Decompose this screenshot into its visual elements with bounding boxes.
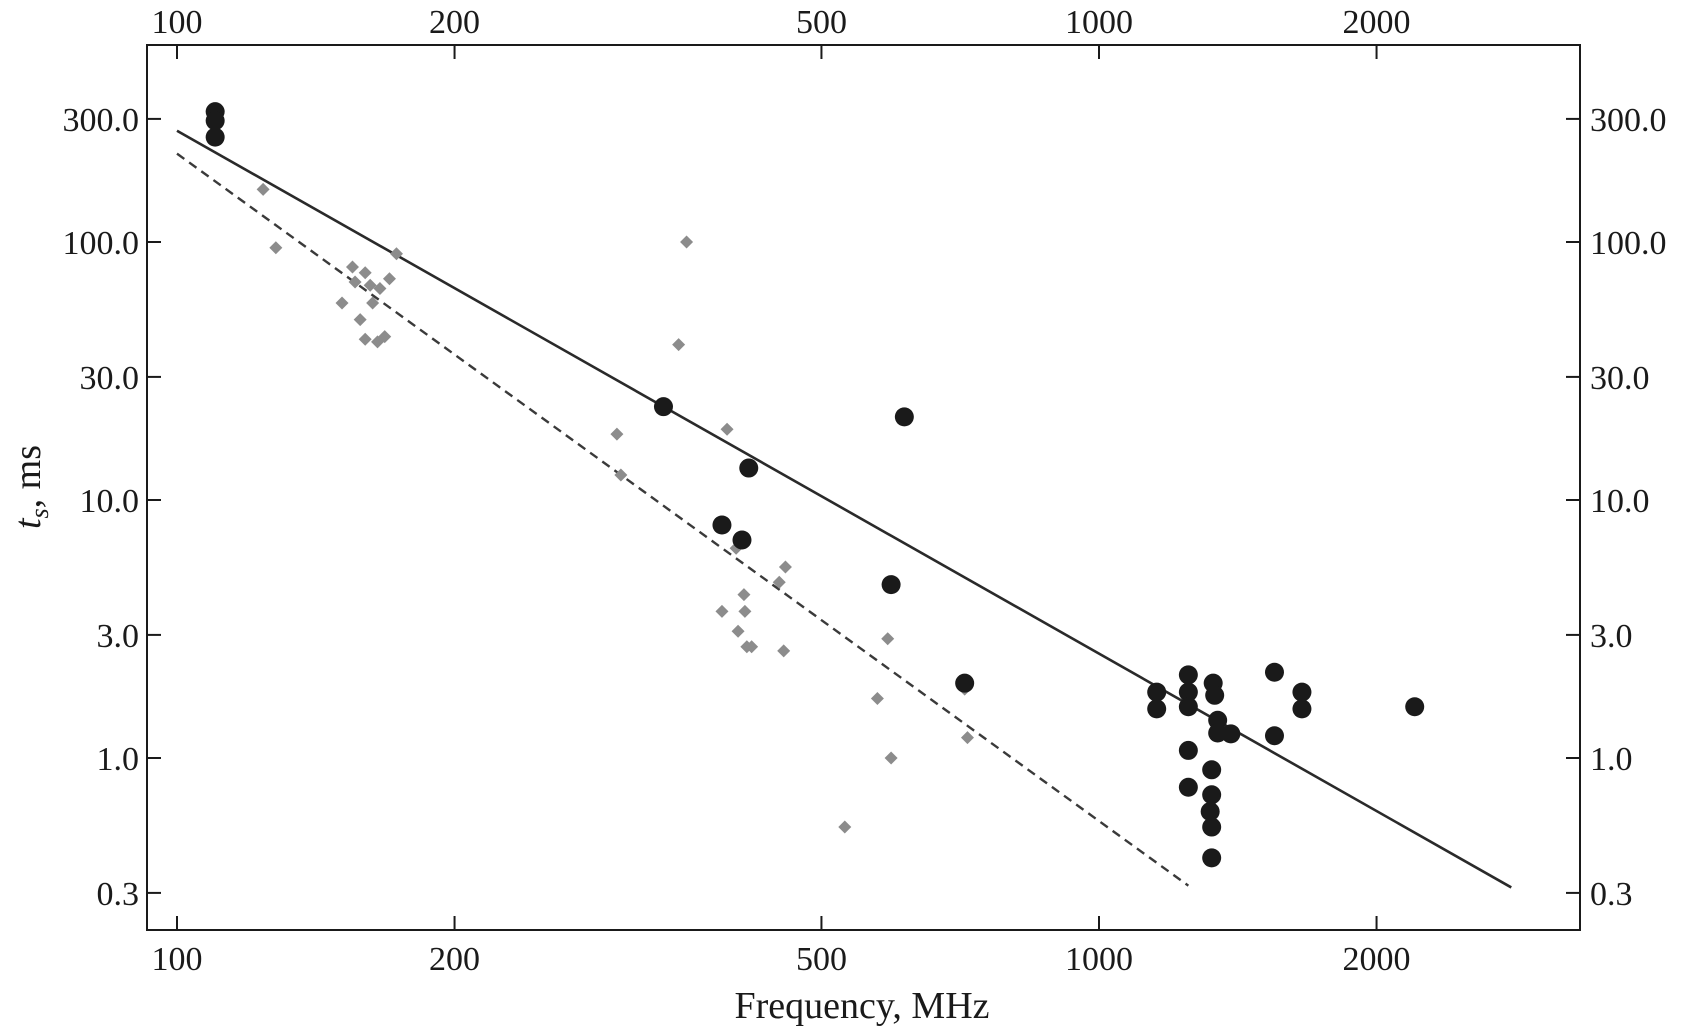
data-point-circle	[205, 111, 225, 131]
data-point-circle	[1147, 699, 1167, 719]
data-point-circle	[1178, 740, 1198, 760]
plot-frame	[146, 44, 1581, 931]
data-point-circle	[1200, 802, 1220, 822]
y-tick-label-right: 0.3	[1590, 876, 1633, 913]
data-point-circle	[1221, 724, 1241, 744]
x-tick-label-bottom: 1000	[1065, 941, 1133, 978]
data-point-circle	[1264, 726, 1284, 746]
data-point-diamond	[389, 247, 403, 261]
data-point-diamond	[720, 422, 734, 436]
axis-ticks: 100 100 200 200 500 500 1000 1000 2000 2000 0.3 0.3…	[63, 4, 1667, 978]
y-tick-label-left: 10.0	[80, 483, 140, 520]
data-point-diamond	[960, 731, 974, 745]
data-point-diamond	[358, 266, 372, 280]
data-point-circle	[1178, 682, 1198, 702]
y-axis-label-sub: s	[25, 508, 54, 518]
data-point-circle	[653, 397, 673, 417]
data-point-diamond	[363, 278, 377, 292]
data-point-diamond	[256, 182, 270, 196]
data-point-circle	[1202, 817, 1222, 837]
data-point-diamond	[358, 332, 372, 346]
x-tick-label-bottom: 500	[796, 941, 847, 978]
y-tick-label-left: 100.0	[63, 225, 140, 262]
data-point-diamond	[366, 296, 380, 310]
y-tick-label-left: 30.0	[80, 360, 140, 397]
data-point-circle	[1205, 685, 1225, 705]
data-point-diamond	[870, 692, 884, 706]
x-tick-label-bottom: 200	[429, 941, 480, 978]
data-point-diamond	[680, 235, 694, 249]
x-tick-label-bottom: 100	[152, 941, 203, 978]
x-tick-label-top: 100	[152, 4, 203, 41]
data-point-diamond	[778, 560, 792, 574]
data-point-circle	[1202, 785, 1222, 805]
data-point-diamond	[745, 640, 759, 654]
y-tick-label-right: 30.0	[1590, 360, 1650, 397]
data-point-circle	[1292, 699, 1312, 719]
x-axis-label: Frequency, MHz	[734, 985, 989, 1027]
y-axis-label-main: t	[7, 517, 49, 529]
data-point-diamond	[772, 575, 786, 589]
data-point-circle	[894, 407, 914, 427]
data-point-diamond	[610, 427, 624, 441]
y-tick-label-right: 3.0	[1590, 618, 1633, 655]
data-point-circle	[955, 673, 975, 693]
y-tick-label-right: 300.0	[1590, 102, 1667, 139]
data-point-diamond	[881, 632, 895, 646]
data-point-circle	[712, 515, 732, 535]
y-axis-label: ts, ms	[7, 445, 54, 529]
data-point-circle	[1147, 682, 1167, 702]
data-point-diamond	[614, 468, 628, 482]
data-point-circle	[1264, 662, 1284, 682]
y-tick-label-right: 1.0	[1590, 741, 1633, 778]
data-point-circle	[205, 127, 225, 147]
y-axis-label-rest: , ms	[7, 445, 49, 508]
data-point-diamond	[884, 751, 898, 765]
x-tick-label-top: 1000	[1065, 4, 1133, 41]
data-point-diamond	[715, 604, 729, 618]
data-point-diamond	[838, 820, 852, 834]
fit-lines	[176, 129, 1512, 889]
data-point-diamond	[353, 313, 367, 327]
data-point-circle	[1292, 682, 1312, 702]
data-point-diamond	[378, 330, 392, 344]
series-circles	[205, 102, 1425, 868]
data-point-diamond	[672, 338, 686, 352]
data-point-circle	[1405, 697, 1425, 717]
data-point-diamond	[335, 296, 349, 310]
data-point-diamond	[269, 241, 283, 255]
data-point-circle	[1178, 665, 1198, 685]
data-point-diamond	[345, 260, 359, 274]
data-point-diamond	[373, 282, 387, 296]
data-point-circle	[732, 530, 752, 550]
data-point-circle	[739, 458, 759, 478]
data-point-diamond	[737, 588, 751, 602]
x-tick-label-top: 200	[429, 4, 480, 41]
data-point-circle	[1178, 697, 1198, 717]
fit-line-solid	[176, 129, 1512, 889]
data-point-circle	[881, 575, 901, 595]
data-point-circle	[1202, 848, 1222, 868]
y-tick-label-left: 0.3	[97, 876, 140, 913]
y-tick-label-right: 100.0	[1590, 225, 1667, 262]
x-tick-label-top: 2000	[1343, 4, 1411, 41]
data-point-diamond	[382, 272, 396, 286]
data-point-diamond	[731, 624, 745, 638]
y-tick-label-right: 10.0	[1590, 483, 1650, 520]
data-point-circle	[1178, 777, 1198, 797]
y-tick-label-left: 3.0	[97, 618, 140, 655]
data-point-circle	[1202, 760, 1222, 780]
data-point-diamond	[738, 604, 752, 618]
data-point-diamond	[777, 644, 791, 658]
y-tick-label-left: 1.0	[97, 741, 140, 778]
fit-line-dashed	[176, 152, 1190, 887]
x-tick-label-bottom: 2000	[1343, 941, 1411, 978]
series-diamonds	[256, 182, 974, 834]
y-tick-label-left: 300.0	[63, 102, 140, 139]
x-tick-label-top: 500	[796, 4, 847, 41]
data-point-diamond	[348, 275, 362, 289]
